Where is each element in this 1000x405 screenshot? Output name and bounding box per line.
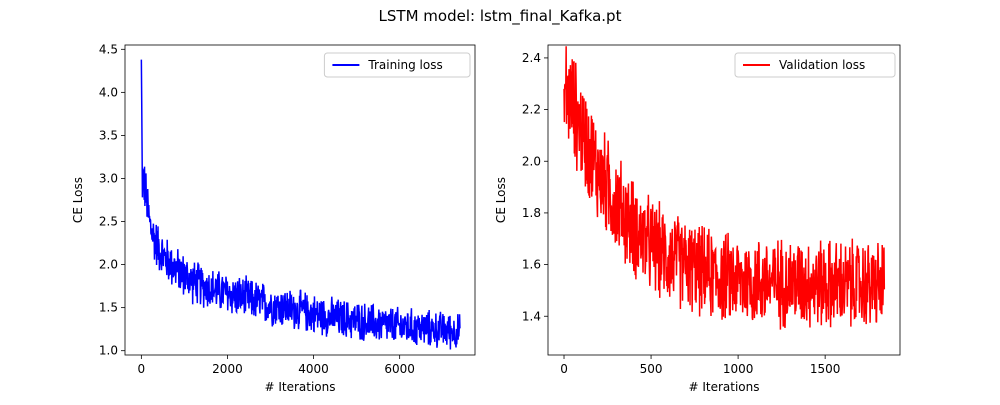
validation-legend-label: Validation loss — [779, 58, 865, 72]
training-x-tick-label: 2000 — [212, 362, 243, 376]
training-loss-line — [140, 59, 461, 350]
validation-y-tick-label: 2.4 — [522, 51, 541, 65]
training-y-tick-label: 3.0 — [99, 171, 118, 185]
training-y-tick-label: 1.0 — [99, 344, 118, 358]
training-y-tick-label: 3.5 — [99, 128, 118, 142]
training-axes-frame — [124, 44, 476, 356]
validation-x-axis-label: # Iterations — [688, 380, 759, 394]
training-legend-box — [323, 52, 471, 78]
validation-y-tick-label: 1.6 — [522, 258, 541, 272]
validation-loss-line — [563, 46, 886, 330]
training-y-tick-label: 2.0 — [99, 258, 118, 272]
validation-y-tick-label: 2.2 — [522, 103, 541, 117]
validation-y-axis-label: CE Loss — [494, 177, 508, 223]
validation-axes-frame — [547, 44, 901, 356]
training-y-axis-label: CE Loss — [71, 177, 85, 223]
training-x-tick-label: 6000 — [384, 362, 415, 376]
training-x-tick-label: 4000 — [298, 362, 329, 376]
training-y-tick-label: 4.0 — [99, 85, 118, 99]
training-loss-panel: 0 2000 4000 6000 1.0 1.5 2.0 2.5 3.0 3.5 4.0 4.5 # I… — [71, 42, 476, 394]
training-y-tick-label: 2.5 — [99, 215, 118, 229]
validation-y-tick-label: 1.8 — [522, 206, 541, 220]
training-y-tick-label: 1.5 — [99, 301, 118, 315]
training-x-tick-label: 0 — [138, 362, 146, 376]
validation-legend-box — [734, 52, 896, 78]
training-legend-label: Training loss — [367, 58, 442, 72]
validation-x-tick-label: 500 — [640, 362, 663, 376]
validation-y-tick-label: 1.4 — [522, 309, 541, 323]
validation-x-tick-label: 1000 — [723, 362, 754, 376]
validation-loss-panel: 0 500 1000 1500 1.4 1.6 1.8 2.0 2.2 2.4 # Iteratio… — [494, 44, 901, 394]
figure-title: LSTM model: lstm_final_Kafka.pt — [379, 7, 622, 26]
training-x-axis-label: # Iterations — [264, 380, 335, 394]
validation-y-tick-label: 2.0 — [522, 154, 541, 168]
validation-x-tick-label: 0 — [560, 362, 568, 376]
training-y-tick-label: 4.5 — [99, 42, 118, 56]
validation-x-tick-label: 1500 — [810, 362, 841, 376]
